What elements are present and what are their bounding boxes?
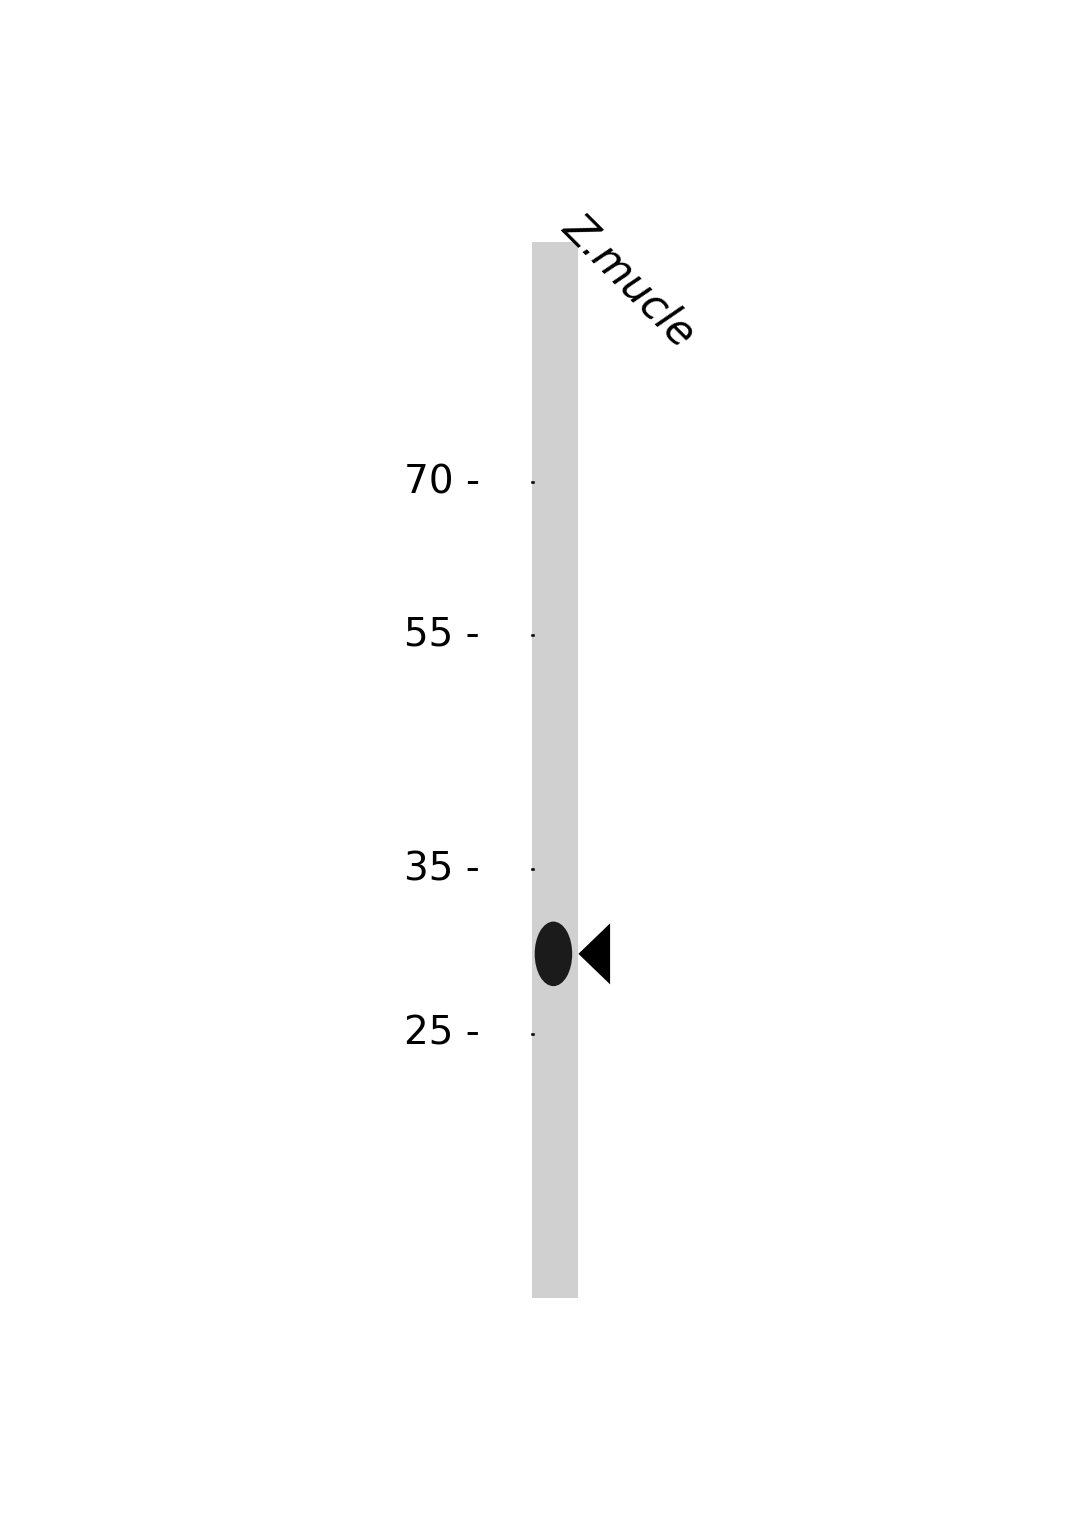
Bar <box>532 242 578 1298</box>
Text: 70 -: 70 - <box>404 463 481 501</box>
Text: 25 -: 25 - <box>404 1015 481 1053</box>
Ellipse shape <box>534 922 572 986</box>
Text: 55 -: 55 - <box>404 616 481 654</box>
Text: Z.mucle: Z.mucle <box>555 206 704 355</box>
Polygon shape <box>578 924 611 985</box>
Text: 35 -: 35 - <box>404 850 481 888</box>
